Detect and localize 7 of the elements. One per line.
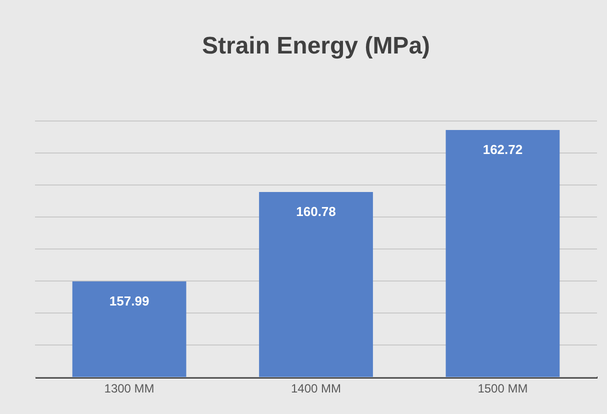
data-label: 160.78 (296, 204, 336, 220)
chart-title: Strain Energy (MPa) (202, 32, 430, 60)
x-tick-label: 1400 MM (290, 382, 342, 396)
data-label: 157.99 (109, 293, 150, 308)
x-tick-label: 1300 MM (104, 382, 154, 396)
x-tick-label: 1500 MM (478, 382, 528, 396)
data-label: 162.72 (482, 142, 523, 157)
